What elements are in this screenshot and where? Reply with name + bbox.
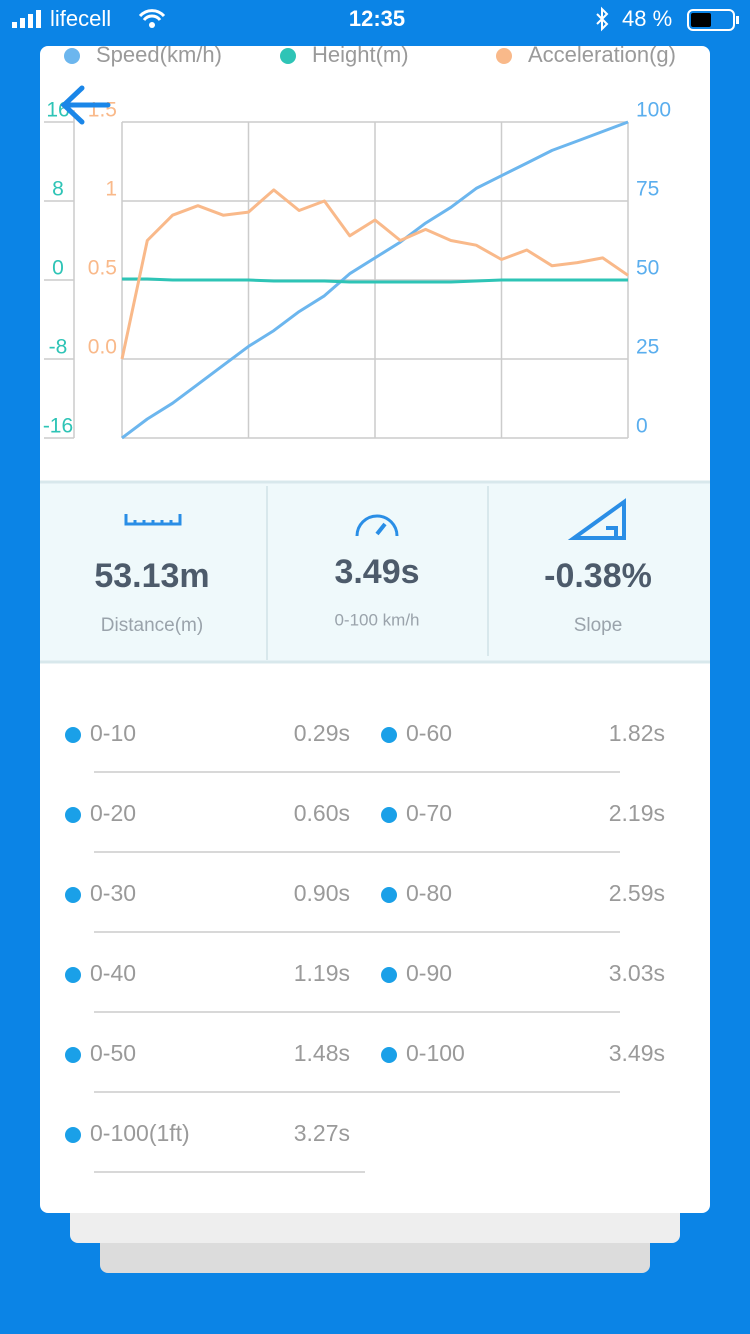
clock: 12:35 [349, 6, 405, 31]
split-label: 0-90 [406, 960, 452, 986]
split-label: 0-10 [90, 720, 136, 746]
y3-tick-label: 1 [105, 178, 117, 201]
split-dot [381, 887, 397, 903]
stats-panel [40, 482, 710, 662]
series-line [122, 277, 628, 284]
split-time: 0.90s [294, 880, 350, 906]
split-time: 3.49s [609, 1040, 665, 1066]
split-time: 0.29s [294, 720, 350, 746]
split-dot [65, 887, 81, 903]
legend-marker [64, 48, 80, 64]
legend-marker [496, 48, 512, 64]
slope-icon [567, 498, 626, 540]
y2-tick-label: 0 [636, 415, 648, 438]
stat-value: 3.49s [334, 553, 419, 591]
y-tick-label: 8 [52, 178, 64, 201]
split-dot [65, 967, 81, 983]
series-line [121, 120, 629, 440]
carrier: lifecell [50, 6, 111, 31]
y2-tick-label: 50 [636, 257, 659, 280]
legend-marker [280, 48, 296, 64]
battery-icon [687, 9, 735, 31]
split-time: 2.19s [609, 800, 665, 826]
legend-label: Height(m) [312, 42, 409, 67]
speed-icon [355, 514, 399, 537]
split-label: 0-40 [90, 960, 136, 986]
y-tick-label: 0 [52, 257, 64, 280]
speed-icon [375, 522, 387, 536]
wifi-icon [149, 22, 155, 28]
split-label: 0-20 [90, 800, 136, 826]
stat-label: Slope [574, 615, 623, 636]
y2-tick-label: 100 [636, 99, 671, 122]
split-dot [65, 807, 81, 823]
y3-tick-label: 0.0 [88, 336, 117, 359]
distance-icon [124, 514, 182, 526]
split-label: 0-50 [90, 1040, 136, 1066]
y-tick-label: -8 [49, 336, 68, 359]
split-label: 0-60 [406, 720, 452, 746]
split-dot [381, 807, 397, 823]
legend-label: Speed(km/h) [96, 42, 222, 67]
stat-label: 0-100 km/h [334, 610, 419, 629]
split-time: 1.48s [294, 1040, 350, 1066]
split-label: 0-100 [406, 1040, 465, 1066]
y2-tick-label: 75 [636, 178, 659, 201]
y3-tick-label: 0.5 [88, 257, 117, 280]
split-dot [65, 1127, 81, 1143]
legend-label: Acceleration(g) [528, 42, 676, 67]
split-dot [381, 967, 397, 983]
wifi-icon [138, 9, 166, 22]
battery-icon [736, 16, 739, 24]
y2-tick-label: 25 [636, 336, 659, 359]
split-dot [65, 727, 81, 743]
split-time: 2.59s [609, 880, 665, 906]
split-label: 0-30 [90, 880, 136, 906]
split-time: 0.60s [294, 800, 350, 826]
split-time: 3.27s [294, 1120, 350, 1146]
y3-tick-label: 1.5 [88, 99, 117, 122]
split-time: 1.19s [294, 960, 350, 986]
stat-label: Distance(m) [101, 615, 203, 636]
y-tick-label: -16 [43, 415, 73, 438]
split-label: 0-80 [406, 880, 452, 906]
chart: 0255075100-16-808160.00.511.5Speed(km/h)… [43, 42, 676, 440]
split-dot [65, 1047, 81, 1063]
split-dot [381, 727, 397, 743]
split-time: 3.03s [609, 960, 665, 986]
signal-icon [12, 10, 41, 28]
series-line [120, 188, 629, 360]
back-button[interactable] [60, 85, 111, 125]
split-dot [381, 1047, 397, 1063]
split-label: 0-70 [406, 800, 452, 826]
battery-icon [691, 13, 711, 27]
stat-value: 53.13m [94, 557, 209, 595]
battery-level: 48 % [622, 6, 672, 31]
split-time: 1.82s [609, 720, 665, 746]
stat-value: -0.38% [544, 557, 652, 595]
bluetooth-icon [596, 6, 609, 32]
split-label: 0-100(1ft) [90, 1120, 190, 1146]
